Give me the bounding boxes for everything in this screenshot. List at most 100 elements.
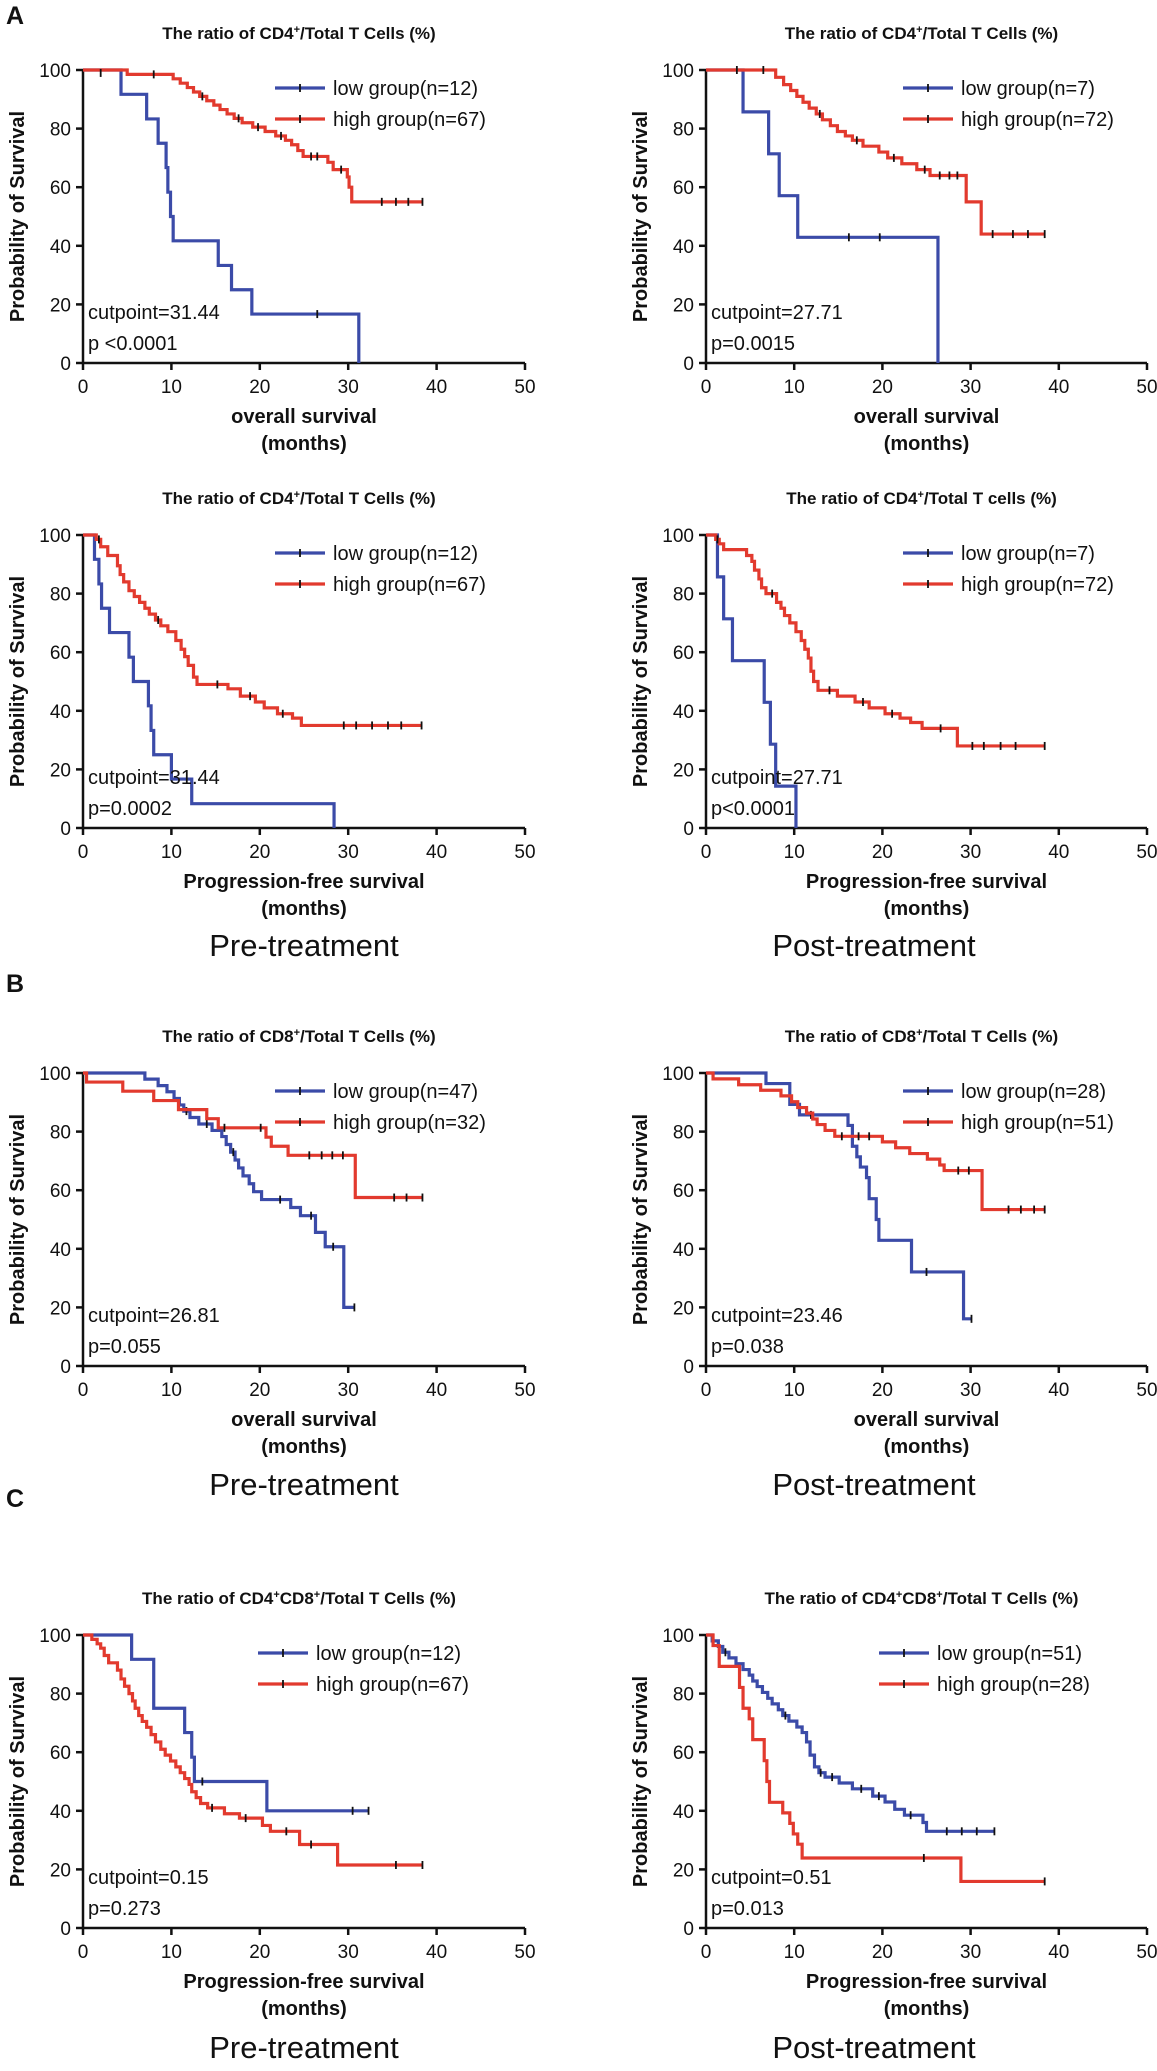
cutpoint-annotation: cutpoint=0.15 [88,1867,209,1889]
x-tick-label: 20 [872,842,893,863]
y-tick-label: 40 [673,1802,694,1823]
x-tick-label: 30 [960,842,981,863]
km-curve-low [706,1633,995,1833]
legend-label-high: high group(n=51) [961,1112,1114,1134]
legend-label-high: high group(n=28) [937,1674,1090,1696]
km-chart-c1: The ratio of CD4+CD8+/Total T Cells (%) 0… [7,1589,536,2020]
cutpoint-annotation: cutpoint=26.81 [88,1305,220,1327]
x-axis-unit-label: (months) [884,433,970,455]
y-tick-label: 60 [673,1181,694,1202]
x-axis-unit-label: (months) [884,1436,970,1458]
y-tick-label: 100 [662,61,694,82]
legend-label-low: low group(n=7) [961,543,1095,565]
x-axis-unit-label: (months) [261,898,347,920]
y-axis-label: Probability of Survival [7,111,29,322]
section-label-b-right: Post-treatment [772,1467,976,1502]
km-chart-c2: The ratio of CD4+CD8+/Total T Cells (%) 0… [630,1589,1157,2020]
x-axis-label: overall survival [231,406,377,428]
y-tick-label: 100 [39,1626,71,1647]
section-label-a-left: Pre-treatment [209,928,399,963]
legend-label-high: high group(n=67) [333,574,486,596]
legend-label-low: low group(n=51) [937,1643,1082,1665]
y-tick-label: 20 [50,760,71,781]
x-tick-label: 10 [784,1380,805,1401]
x-tick-label: 20 [872,1380,893,1401]
x-tick-label: 30 [338,1942,359,1963]
y-tick-label: 20 [673,295,694,316]
chart-title: The ratio of CD4+CD8+/Total T Cells (%) [142,1589,456,1608]
x-tick-label: 10 [161,1942,182,1963]
km-chart-b1: The ratio of CD8+/Total T Cells (%) 0 20 40… [7,1027,536,1458]
x-tick-label: 50 [514,377,535,398]
y-tick-label: 60 [50,643,71,664]
x-tick-label: 50 [1136,1380,1157,1401]
y-tick-label: 0 [60,354,71,375]
km-chart-a3: The ratio of CD4+/Total T Cells (%) 0 20 40… [7,489,536,920]
y-tick-label: 80 [673,120,694,141]
x-tick-label: 50 [514,1380,535,1401]
y-tick-label: 80 [50,585,71,606]
x-tick-label: 20 [249,1942,270,1963]
section-label-a-right: Post-treatment [772,928,976,963]
x-tick-label: 30 [960,1380,981,1401]
x-axis-unit-label: (months) [884,898,970,920]
y-tick-label: 80 [673,1685,694,1706]
x-tick-label: 40 [426,1942,447,1963]
km-curve-high [706,68,1045,236]
x-axis-label: overall survival [854,1409,1000,1431]
y-tick-label: 100 [662,526,694,547]
x-axis-label: Progression-free survival [806,1971,1047,1993]
x-tick-label: 0 [701,1380,712,1401]
x-tick-label: 10 [161,842,182,863]
p-value-annotation: p=0.013 [711,1898,784,1920]
x-axis-label: overall survival [231,1409,377,1431]
x-tick-label: 50 [1136,842,1157,863]
x-tick-label: 20 [249,842,270,863]
x-tick-label: 20 [249,377,270,398]
p-value-annotation: p=0.055 [88,1336,161,1358]
y-tick-label: 0 [683,1919,694,1940]
x-axis-unit-label: (months) [261,1998,347,2020]
legend-label-low: low group(n=7) [961,78,1095,100]
y-tick-label: 40 [673,1240,694,1261]
y-tick-label: 100 [39,526,71,547]
section-label-c-left: Pre-treatment [209,2030,399,2065]
x-axis-label: Progression-free survival [183,1971,424,1993]
legend-label-low: low group(n=12) [316,1643,461,1665]
x-tick-label: 40 [1048,1942,1069,1963]
x-axis-unit-label: (months) [261,433,347,455]
y-tick-label: 100 [662,1064,694,1085]
x-tick-label: 50 [1136,377,1157,398]
y-tick-label: 60 [50,1743,71,1764]
x-tick-label: 30 [338,1380,359,1401]
km-curve-high [83,533,422,728]
y-tick-label: 80 [50,1123,71,1144]
legend-label-high: high group(n=67) [333,109,486,131]
x-tick-label: 20 [872,1942,893,1963]
km-curve-low [83,533,336,828]
x-axis-label: Progression-free survival [806,871,1047,893]
y-tick-label: 100 [662,1626,694,1647]
y-tick-label: 0 [60,1357,71,1378]
x-tick-label: 20 [249,1380,270,1401]
x-tick-label: 20 [872,377,893,398]
y-tick-label: 80 [673,585,694,606]
cutpoint-annotation: cutpoint=31.44 [88,767,220,789]
x-tick-label: 50 [1136,1942,1157,1963]
chart-title: The ratio of CD8+/Total T Cells (%) [162,1027,435,1046]
km-chart-a1: The ratio of CD4+/Total T Cells (%) 0 20 40… [7,24,536,455]
legend-label-low: low group(n=12) [333,78,478,100]
legend-label-low: low group(n=12) [333,543,478,565]
legend-label-high: high group(n=67) [316,1674,469,1696]
x-tick-label: 0 [701,1942,712,1963]
y-tick-label: 20 [50,1298,71,1319]
x-tick-label: 10 [161,377,182,398]
km-curve-low [83,1633,369,1813]
x-tick-label: 0 [701,842,712,863]
x-tick-label: 40 [1048,842,1069,863]
km-chart-b2: The ratio of CD8+/Total T Cells (%) 0 20 40… [630,1027,1157,1458]
y-tick-label: 20 [673,760,694,781]
km-curve-low [706,1071,972,1321]
x-tick-label: 40 [426,1380,447,1401]
chart-title: The ratio of CD4+/Total T Cells (%) [162,24,435,43]
